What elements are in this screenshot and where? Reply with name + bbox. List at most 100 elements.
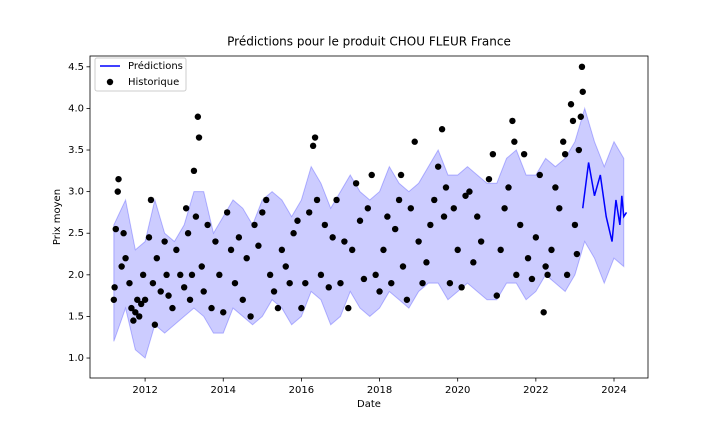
history-point [282, 263, 289, 270]
history-point [180, 284, 188, 291]
history-point [528, 275, 536, 283]
history-point [395, 196, 403, 204]
history-point [306, 209, 313, 216]
x-tick-label: 2012 [132, 385, 157, 396]
history-point [130, 317, 137, 324]
history-point [132, 309, 139, 316]
history-point [204, 221, 211, 229]
history-point [391, 225, 399, 233]
history-point [227, 246, 235, 254]
history-point [311, 134, 319, 141]
y-axis-label: Prix moyen [52, 189, 63, 245]
history-point [403, 296, 411, 303]
history-point [415, 238, 422, 245]
history-point [173, 246, 180, 254]
history-point [360, 275, 368, 283]
x-tick-label: 2020 [445, 385, 470, 396]
y-tick-label: 2.0 [68, 270, 84, 281]
legend-label: Historique [128, 77, 179, 88]
history-point [309, 142, 317, 150]
history-point [419, 279, 426, 287]
history-point [511, 138, 518, 145]
history-point [247, 313, 254, 320]
axes-frame [89, 55, 649, 379]
history-point [578, 63, 586, 71]
history-point [321, 221, 329, 229]
history-point [286, 279, 293, 287]
history-point [423, 259, 430, 266]
history-point [231, 279, 239, 287]
history-point [220, 309, 227, 316]
history-point [520, 150, 528, 158]
plot-area: 1.0 1.5 2.0 2.5 3.0 3.5 4.0 4.5 2012 2014 2016 2018… [68, 55, 649, 396]
legend-marker [106, 78, 114, 86]
history-point [114, 188, 121, 195]
history-point [440, 213, 448, 220]
history-point [438, 126, 446, 133]
history-point [352, 180, 360, 187]
history-point [134, 296, 141, 303]
history-point [384, 213, 391, 220]
history-point [118, 263, 125, 270]
history-point [194, 113, 202, 120]
history-point [337, 279, 344, 287]
history-point [223, 209, 231, 216]
history-point [345, 304, 352, 312]
x-tick-label: 2014 [211, 385, 236, 396]
y-tick-label: 4.5 [68, 62, 84, 73]
y-tick-label: 3.5 [68, 145, 84, 156]
history-point [446, 279, 454, 287]
history-point [454, 246, 461, 254]
history-point [151, 321, 159, 328]
history-point [186, 296, 194, 303]
history-point [163, 271, 170, 279]
history-point [364, 205, 372, 212]
history-point [192, 213, 200, 220]
history-point [141, 296, 149, 303]
history-point [544, 271, 551, 279]
history-point [536, 171, 543, 179]
history-point [427, 221, 434, 229]
history-point [462, 192, 469, 199]
history-point [333, 196, 340, 204]
history-point [569, 117, 577, 125]
history-point [169, 304, 176, 312]
history-point [509, 117, 516, 125]
history-point [190, 167, 198, 175]
history-point [431, 196, 438, 204]
history-point [208, 304, 215, 312]
history-point [556, 205, 563, 212]
history-point [313, 196, 321, 204]
history-point [493, 292, 500, 299]
y-tick-label: 1.5 [68, 311, 84, 322]
history-point [442, 184, 450, 191]
history-point [290, 230, 297, 237]
y-tick-label: 2.5 [68, 228, 84, 239]
history-point [489, 150, 497, 158]
x-axis-label: Date [357, 399, 381, 410]
history-point [325, 284, 332, 291]
history-point [184, 230, 192, 237]
history-point [115, 175, 122, 183]
history-point [407, 205, 415, 212]
history-point [188, 271, 196, 279]
history-point [579, 88, 586, 95]
history-point [110, 296, 118, 303]
history-point [380, 246, 387, 254]
history-point [356, 217, 364, 224]
x-tick-label: 2022 [523, 385, 548, 396]
history-point [561, 150, 569, 158]
x-tick-label: 2018 [367, 385, 392, 396]
history-point [524, 254, 532, 262]
history-point [497, 246, 504, 254]
history-point [198, 263, 205, 270]
history-point [112, 225, 119, 233]
history-point [567, 101, 575, 108]
history-point [266, 271, 274, 279]
history-point [513, 271, 520, 279]
history-point [458, 284, 465, 291]
history-point [341, 238, 348, 245]
history-point [139, 271, 147, 279]
history-point [212, 238, 219, 245]
